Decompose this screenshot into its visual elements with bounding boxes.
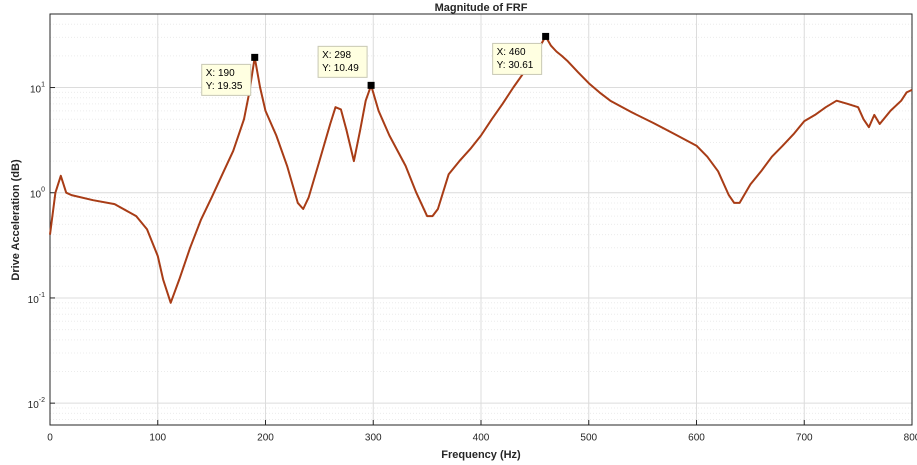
y-axis-label: Drive Acceleration (dB)	[10, 159, 22, 281]
data-line	[49, 35, 913, 304]
chart-title: Magnitude of FRF	[435, 2, 528, 14]
datatip-box	[201, 63, 252, 96]
datatip-x: X: 460	[497, 47, 526, 58]
y-tick-label: 100	[30, 187, 45, 201]
x-tick-label: 300	[365, 433, 382, 444]
y-tick-label: 101	[30, 81, 45, 95]
y-tick-label: 10-2	[28, 397, 45, 411]
x-tick-label: 500	[580, 433, 597, 444]
x-tick-label: 600	[688, 433, 705, 444]
datatip-box	[492, 42, 543, 75]
axes-box	[49, 13, 913, 426]
datatip-y: Y: 30.61	[497, 60, 534, 71]
datatip-marker	[542, 32, 550, 40]
x-tick-label: 0	[47, 433, 53, 444]
x-tick-label: 100	[149, 433, 166, 444]
datatip-y: Y: 19.35	[206, 81, 243, 92]
datatip-y: Y: 10.49	[322, 63, 359, 74]
x-tick-label: 700	[796, 433, 813, 444]
datatip-marker	[251, 53, 259, 61]
y-tick-label: 10-1	[28, 292, 45, 306]
datatip-box	[317, 45, 368, 78]
datatip-x: X: 298	[322, 50, 351, 61]
datatip-marker	[367, 81, 375, 89]
datatip-x: X: 190	[206, 68, 235, 79]
x-tick-label: 800	[904, 433, 917, 444]
x-axis-label: Frequency (Hz)	[441, 449, 521, 461]
x-tick-label: 200	[257, 433, 274, 444]
x-tick-label: 400	[473, 433, 490, 444]
